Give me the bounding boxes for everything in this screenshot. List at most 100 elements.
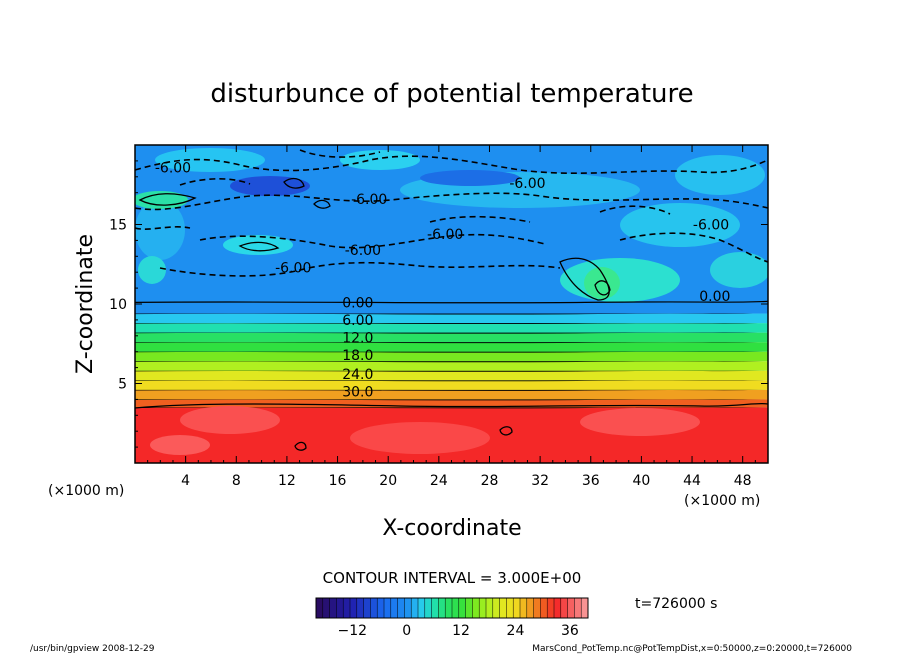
- x-tick-label: 32: [531, 473, 549, 489]
- x-tick-label: 12: [278, 473, 296, 489]
- dark-blue-patch: [230, 176, 310, 196]
- red-patch: [350, 422, 490, 454]
- cyan-patch: [135, 200, 185, 260]
- contour-label: 0.00: [699, 289, 730, 305]
- contour-label: 0.00: [342, 295, 373, 311]
- band-layer: [135, 399, 768, 408]
- cyan-patch: [340, 150, 420, 170]
- y-tick-label: 10: [109, 297, 127, 313]
- x-tick-label: 48: [734, 473, 752, 489]
- colorbar-tick-label: 36: [561, 623, 579, 639]
- contour-label: -6.00: [345, 243, 381, 259]
- contour-label: 18.0: [342, 348, 373, 364]
- colorbar-segment: [343, 598, 351, 618]
- colorbar-segment: [574, 598, 582, 618]
- cyan-patch: [223, 235, 293, 255]
- contour-label: 30.0: [342, 384, 373, 400]
- contour-label: 6.00: [342, 313, 373, 329]
- band-layer: [135, 370, 768, 381]
- colorbar-segment: [377, 598, 385, 618]
- contour-label: 12.0: [342, 330, 373, 346]
- colorbar-segment: [316, 598, 324, 618]
- x-tick-label: 24: [430, 473, 448, 489]
- colorbar-segment: [404, 598, 412, 618]
- colorbar-segments: [315, 597, 589, 619]
- band-layer: [135, 302, 768, 314]
- chart-title: disturbunce of potential temperature: [210, 79, 693, 109]
- colorbar-segment: [567, 598, 575, 618]
- y-axis-label: Z-coordinate: [73, 234, 98, 374]
- y-tick-label: 5: [118, 377, 127, 393]
- colorbar-segment: [350, 598, 358, 618]
- colorbar-segment: [322, 598, 330, 618]
- colorbar-tick-label: 24: [507, 623, 525, 639]
- contour-label: -6.00: [351, 192, 387, 208]
- plot-area: -6.00 -6.00 -6.00 -6.00 -6.00 -6.00 -6.00 0.00 0…: [135, 145, 768, 463]
- cyan-patch: [155, 148, 265, 172]
- x-tick-label: 8: [232, 473, 241, 489]
- positive-contours: [135, 177, 768, 451]
- cyan-patch: [710, 252, 768, 288]
- colorbar-segment: [329, 598, 337, 618]
- contour-label: -6.00: [275, 260, 311, 276]
- x-tick-label: 4: [181, 473, 190, 489]
- y-unit-label: (×1000 m): [48, 483, 124, 499]
- band-contour-line: [135, 300, 768, 304]
- time-label: t=726000 s: [635, 596, 717, 612]
- contour-label: 24.0: [342, 367, 373, 383]
- colorbar-segment: [513, 598, 521, 618]
- x-tick-label: 40: [632, 473, 650, 489]
- colorbar-segment: [526, 598, 534, 618]
- x-tick-label: 44: [683, 473, 701, 489]
- green-patch: [584, 267, 620, 299]
- colorbar-segment: [554, 598, 562, 618]
- band-layer: [135, 351, 768, 362]
- band-layer: [135, 342, 768, 352]
- colorbar-segment: [506, 598, 514, 618]
- band-layer: [135, 323, 768, 333]
- band-layer: [135, 361, 768, 371]
- colorbar-segment: [581, 598, 589, 618]
- colorbar-segment: [431, 598, 439, 618]
- colorbar-segment: [445, 598, 453, 618]
- x-tick-label: 36: [582, 473, 600, 489]
- footer-right: MarsCond_PotTemp.nc@PotTempDist,x=0:5000…: [532, 644, 852, 654]
- x-tick-label: 16: [329, 473, 347, 489]
- red-patch: [180, 406, 280, 434]
- colorbar-segment: [492, 598, 500, 618]
- cyan-patch: [620, 203, 740, 247]
- x-axis-label: X-coordinate: [382, 516, 521, 541]
- colorbar-segment: [520, 598, 528, 618]
- colorbar-segment: [390, 598, 398, 618]
- colorbar-segment: [452, 598, 460, 618]
- colorbar-segment: [560, 598, 568, 618]
- contour-label: -6.00: [509, 176, 545, 192]
- band-layer: [135, 389, 768, 400]
- colorbar-segment: [424, 598, 432, 618]
- colorbar-segment: [411, 598, 419, 618]
- colorbar-tick-label: 12: [452, 623, 470, 639]
- contour-label: -6.00: [427, 227, 463, 243]
- colorbar-segment: [479, 598, 487, 618]
- colorbar-segment: [370, 598, 378, 618]
- colorbar-segment: [336, 598, 344, 618]
- colorbar-segment: [540, 598, 548, 618]
- contour-interval: CONTOUR INTERVAL = 3.000E+00: [323, 569, 582, 587]
- x-tick-label: 20: [379, 473, 397, 489]
- red-patch: [580, 408, 700, 436]
- colorbar-segment: [384, 598, 392, 618]
- band-layer: [135, 380, 768, 390]
- colorbar-segment: [533, 598, 541, 618]
- colorbar-frame: [315, 597, 589, 619]
- colorbar-segment: [499, 598, 507, 618]
- cyan-patch: [560, 258, 680, 302]
- band-layer: [135, 332, 768, 343]
- negative-contours: [135, 149, 768, 277]
- band-layer: [135, 313, 768, 324]
- y-tick-label: 15: [109, 218, 127, 234]
- colorbar-segment: [363, 598, 371, 618]
- y-axis: 5 10 15: [109, 160, 768, 448]
- colorbar-tick-label: −12: [337, 623, 367, 639]
- colorbar-tick-label: 0: [402, 623, 411, 639]
